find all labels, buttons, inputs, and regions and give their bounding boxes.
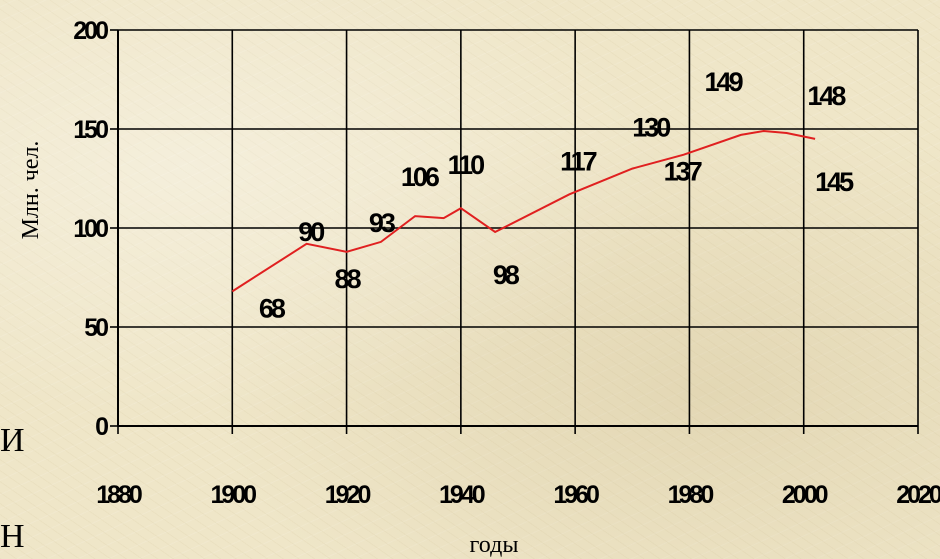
data-label: 90 — [298, 217, 324, 247]
grid — [118, 29, 919, 426]
y-tick-label: 200 — [73, 17, 108, 45]
x-tick-label: 2020 — [896, 481, 940, 509]
x-tick-label: 1900 — [210, 481, 256, 509]
data-label: 68 — [259, 293, 286, 323]
x-tick-label: 2000 — [782, 481, 828, 509]
x-tick-label: 1920 — [325, 481, 371, 509]
data-label: 106 — [401, 162, 440, 192]
axes — [110, 29, 919, 434]
y-axis-title: Млн. чел. — [18, 141, 44, 240]
data-label: 130 — [632, 113, 670, 143]
x-axis-title: годы — [470, 532, 519, 558]
side-letter-i: И — [0, 422, 25, 459]
side-letter-n: Н — [0, 518, 25, 555]
data-label: 110 — [448, 150, 485, 180]
data-label: 117 — [560, 146, 597, 176]
x-tick-label: 1880 — [96, 481, 142, 509]
data-label: 98 — [493, 260, 520, 290]
series-line — [231, 129, 816, 293]
series-line-group — [231, 129, 816, 293]
y-tick-label: 50 — [84, 314, 108, 342]
data-label: 145 — [815, 167, 854, 197]
y-tick-label: 0 — [95, 413, 108, 441]
data-label: 148 — [807, 81, 846, 111]
data-label: 149 — [705, 67, 744, 97]
x-tick-label: 1960 — [553, 481, 599, 509]
data-label: 137 — [664, 157, 702, 187]
data-label: 88 — [335, 264, 362, 294]
x-tick-label: 1940 — [439, 481, 485, 509]
x-tick-label: 1980 — [668, 481, 714, 509]
y-tick-label: 150 — [73, 116, 108, 144]
data-label: 93 — [369, 208, 396, 238]
y-tick-label: 100 — [73, 215, 108, 243]
